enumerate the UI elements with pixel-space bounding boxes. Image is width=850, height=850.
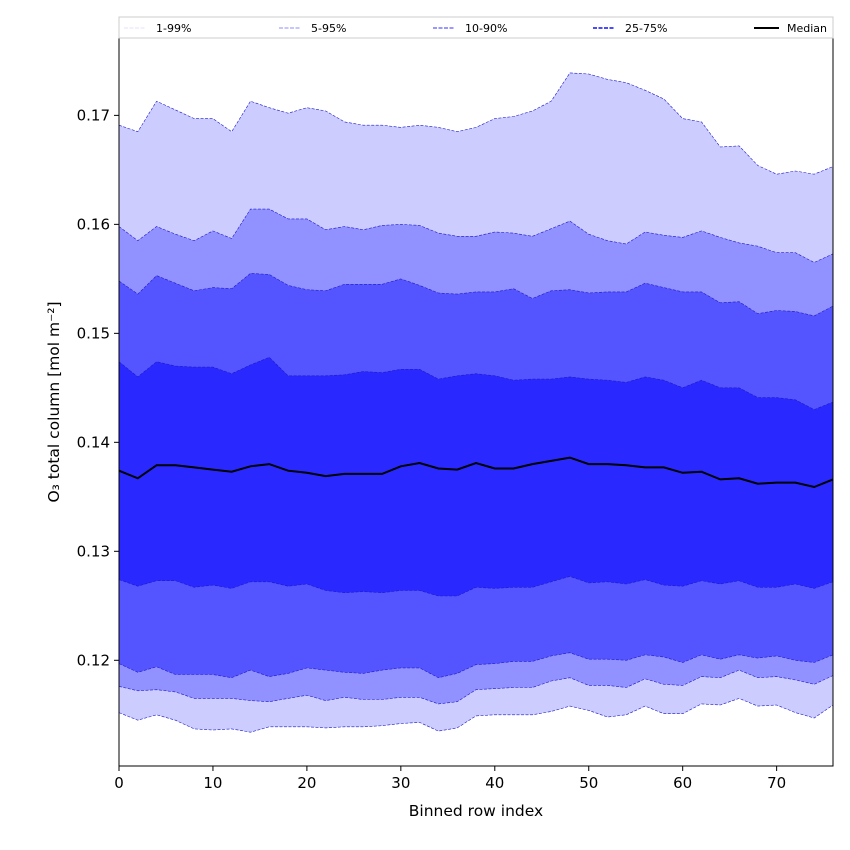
legend-label-25-75pct: 25-75%	[625, 22, 667, 35]
band-25-75pct	[119, 357, 833, 596]
median-line	[118, 456, 834, 489]
y-axis-label: O₃ total column [mol m⁻²]	[45, 301, 63, 502]
bands-layer	[119, 72, 833, 733]
x-tick-label: 70	[767, 774, 786, 792]
legend-box	[118, 16, 834, 39]
x-tick-label: 0	[114, 774, 124, 792]
legend-label-median: Median	[787, 22, 827, 35]
y-tick-label: 0.17	[77, 106, 110, 124]
percentile-line-p75	[118, 356, 834, 410]
x-tick-label: 30	[391, 774, 410, 792]
y-tick-label: 0.13	[77, 542, 110, 560]
x-axis: 0 10 20 30 40 50 60 70	[114, 766, 786, 792]
percentile-line-p10	[118, 652, 834, 679]
y-axis: 0.12 0.13 0.14 0.15 0.16 0.17	[77, 106, 119, 669]
lines-layer	[118, 72, 834, 733]
percentile-line-p1	[118, 698, 834, 733]
y-tick-label: 0.16	[77, 215, 110, 233]
y-tick-label: 0.12	[77, 651, 110, 669]
legend-label-5-95pct: 5-95%	[311, 22, 346, 35]
percentile-line-p90	[118, 273, 834, 317]
x-tick-label: 40	[485, 774, 504, 792]
legend-label-1-99pct: 1-99%	[156, 22, 191, 35]
percentile-line-p95	[118, 208, 834, 263]
x-tick-label: 60	[673, 774, 692, 792]
percentile-line-p99	[118, 72, 834, 175]
y-tick-label: 0.14	[77, 433, 110, 451]
legend-label-10-90pct: 10-90%	[465, 22, 507, 35]
x-tick-label: 20	[297, 774, 316, 792]
y-tick-label: 0.15	[77, 324, 110, 342]
percentile-line-p5	[118, 669, 834, 705]
legend: 1-99% 5-95% 10-90% 25-75% Median	[118, 16, 834, 39]
percentile-line-p25	[118, 576, 834, 597]
x-tick-label: 10	[203, 774, 222, 792]
x-tick-label: 50	[579, 774, 598, 792]
x-axis-label: Binned row index	[409, 802, 543, 820]
